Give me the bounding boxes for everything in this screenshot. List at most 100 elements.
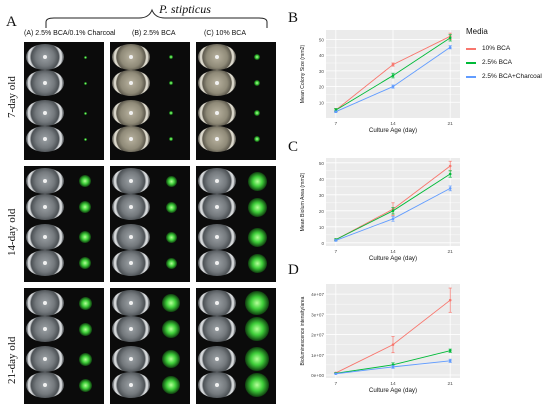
- species-title: P. stipticus: [159, 2, 211, 16]
- petri-dish: [26, 168, 64, 194]
- x-axis-label: Culture Age (day): [369, 255, 417, 262]
- y-tick-label: 50: [319, 161, 325, 166]
- y-tick-label: 30: [319, 69, 325, 74]
- bioluminescence-glow: [247, 171, 267, 191]
- bioluminescence-glow: [162, 320, 180, 338]
- petri-photo: [110, 166, 190, 282]
- petri-dish: [26, 194, 64, 220]
- column-header-2-5-bca: (B) 2.5% BCA: [132, 30, 176, 37]
- y-tick-label: 20: [319, 209, 325, 214]
- chart-b-colony-size: 10 20 30 40 50 7 14 21 Culture Age (day) Mean Col…: [300, 30, 460, 134]
- y-axis-label: Mean Colony Size (mm2): [300, 44, 306, 103]
- bioluminescence-glow: [165, 257, 177, 269]
- data-point: [448, 172, 452, 176]
- legend-label-2-5-bca: 2.5% BCA: [482, 59, 512, 66]
- petri-photo: [196, 42, 276, 160]
- bioluminescence-glow: [78, 322, 92, 336]
- bioluminescence-glow: [247, 227, 267, 247]
- legend-swatch-charcoal: [466, 76, 476, 78]
- bioluminescence-glow: [254, 110, 260, 116]
- legend-label-10-bca: 10% BCA: [482, 45, 511, 52]
- petri-dish: [198, 194, 236, 220]
- data-point: [391, 209, 395, 213]
- x-tick-label: 7: [334, 249, 337, 255]
- column-brace: [45, 8, 268, 28]
- bioluminescence-glow: [162, 350, 180, 368]
- x-tick-label: 21: [448, 249, 454, 255]
- petri-dish: [26, 70, 64, 96]
- bioluminescence-glow: [245, 317, 269, 341]
- petri-dish: [198, 372, 236, 398]
- bioluminescence-glow: [254, 136, 260, 142]
- petri-dish: [26, 44, 64, 70]
- petri-photo: [110, 288, 190, 404]
- legend-title: Media: [466, 27, 488, 36]
- data-point: [391, 85, 395, 88]
- y-axis-label: Mean Biolum Area (mm2): [300, 172, 306, 231]
- data-point: [391, 217, 395, 221]
- bioluminescence-glow: [79, 175, 91, 187]
- bioluminescence-glow: [78, 296, 92, 310]
- petri-dish: [198, 70, 236, 96]
- petri-dish: [112, 316, 150, 342]
- legend-swatch-10-bca: [466, 48, 476, 50]
- x-tick-label: 14: [390, 121, 396, 127]
- panel-d-letter: D: [288, 262, 299, 278]
- petri-dish: [26, 250, 64, 276]
- x-tick-label: 21: [448, 121, 454, 127]
- petri-dish: [112, 126, 150, 152]
- bioluminescence-glow: [83, 81, 87, 85]
- x-tick-label: 14: [390, 249, 396, 255]
- petri-dish: [26, 290, 64, 316]
- chart-d-bioluminescence-intensity: 0e+00 1e+07 2e+07 3e+07 4e+07 7 14 21 Culture Ag…: [300, 284, 460, 394]
- column-header-10-bca: (C) 10% BCA: [204, 30, 247, 37]
- panel-c-letter: C: [288, 139, 299, 155]
- bioluminescence-glow: [169, 111, 173, 115]
- bioluminescence-glow: [245, 347, 269, 371]
- petri-dish: [198, 316, 236, 342]
- y-tick-label: 30: [319, 193, 325, 198]
- y-tick-label: 0e+00: [311, 373, 324, 378]
- petri-dish: [26, 346, 64, 372]
- x-tick-label: 7: [334, 381, 337, 387]
- y-tick-label: 0: [321, 241, 324, 246]
- bioluminescence-glow: [247, 253, 267, 273]
- petri-dish: [198, 44, 236, 70]
- data-point: [334, 372, 338, 376]
- y-tick-label: 20: [319, 85, 325, 90]
- data-point: [448, 45, 452, 49]
- row-label-21-day: 21-day old: [6, 336, 18, 384]
- petri-photo: [24, 42, 104, 160]
- bioluminescence-glow: [247, 197, 267, 217]
- column-header-charcoal: (A) 2.5% BCA/0.1% Charcoal: [24, 30, 116, 37]
- y-tick-label: 10: [319, 100, 325, 105]
- bioluminescence-glow: [83, 55, 87, 59]
- petri-dish: [112, 250, 150, 276]
- data-point: [334, 110, 338, 114]
- y-tick-label: 40: [319, 177, 325, 182]
- data-point: [391, 343, 395, 346]
- petri-dish: [198, 126, 236, 152]
- petri-dish: [26, 126, 64, 152]
- petri-dish: [198, 290, 236, 316]
- y-tick-label: 1e+07: [311, 353, 324, 358]
- legend-swatch-2-5-bca: [466, 62, 476, 64]
- bioluminescence-glow: [254, 54, 260, 60]
- petri-photo: [196, 166, 276, 282]
- bioluminescence-glow: [83, 111, 87, 115]
- legend-label-charcoal: 2.5% BCA+Charcoal: [482, 73, 542, 80]
- data-point: [391, 74, 395, 77]
- panel-b-letter: B: [288, 10, 299, 26]
- petri-dish: [198, 224, 236, 250]
- petri-dish: [112, 194, 150, 220]
- bioluminescence-glow: [169, 55, 173, 59]
- bioluminescence-glow: [254, 80, 260, 86]
- data-point: [334, 239, 338, 242]
- y-tick-label: 3e+07: [311, 312, 324, 317]
- bioluminescence-glow: [169, 137, 173, 141]
- petri-dish: [26, 100, 64, 126]
- data-point: [448, 349, 452, 353]
- bioluminescence-glow: [162, 294, 180, 312]
- x-tick-label: 21: [448, 381, 454, 387]
- petri-dish: [26, 372, 64, 398]
